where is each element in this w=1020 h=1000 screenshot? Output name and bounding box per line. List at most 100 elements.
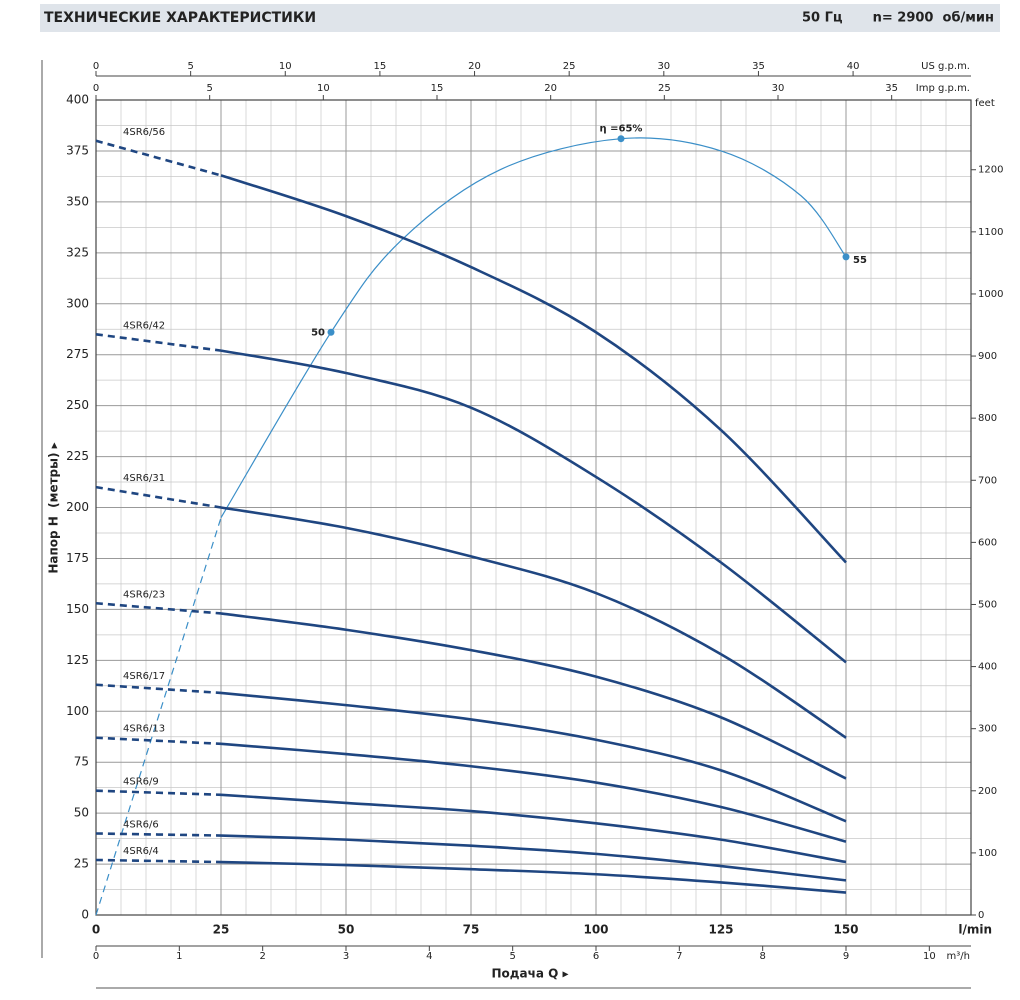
x-tick-label: 25 [213,923,230,937]
tick-label: 8 [759,951,765,962]
y-tick-label: 100 [66,704,89,718]
pump-curve [220,860,847,894]
series-label: 4SR6/42 [123,320,165,331]
efficiency-point [617,135,625,143]
tick-label: 9 [843,951,849,962]
y-axis-label: Напор H (метры) ▸ [47,442,61,573]
tick-label: 40 [847,61,860,72]
x-axis-label: Подача Q ▸ [492,967,569,981]
header-bar [40,4,1000,32]
pump-curve [220,612,847,780]
pump-curve-dashed [95,832,222,837]
tick-label: 15 [374,61,387,72]
x-tick-label: 0 [92,923,100,937]
y2-tick-label: 400 [978,662,997,673]
y-tick-label: 175 [66,551,89,565]
series-label: 4SR6/23 [123,589,165,600]
pump-curve-dashed [95,485,222,509]
tick-label: 0 [93,61,99,72]
tick-label: 30 [772,83,785,94]
pump-curve-dashed [95,736,222,746]
y-tick-label: 350 [66,194,89,208]
y2-tick-label: 600 [978,537,997,548]
tick-label: 35 [752,61,765,72]
tick-label: 0 [93,83,99,94]
efficiency-curve [220,137,847,518]
tick-label: 3 [343,951,349,962]
efficiency-label: 55 [853,255,867,266]
y2-tick-label: 1100 [978,227,1003,238]
efficiency-curve-dashed [95,517,222,916]
y-tick-label: 225 [66,449,89,463]
series-label: 4SR6/4 [123,846,159,857]
tick-label: 1 [176,951,182,962]
tick-label: 25 [658,83,671,94]
y2-tick-label: 0 [978,910,984,921]
x-tick-label: 150 [833,923,858,937]
tick-label: 20 [468,61,481,72]
y2-tick-label: 700 [978,475,997,486]
pump-curve [220,793,847,864]
series-label: 4SR6/31 [123,473,165,484]
pump-curve [220,506,847,739]
tick-label: 10 [279,61,292,72]
tick-label: 35 [885,83,898,94]
x-tick-label: 50 [338,923,355,937]
y-tick-label: 375 [66,143,89,157]
pump-curve-dashed [95,789,222,797]
x-tick-label: 125 [708,923,733,937]
tick-label: 4 [426,951,432,962]
pump-curve-dashed [95,333,222,352]
tick-label: 10 [923,951,936,962]
axis-unit: Imp g.p.m. [916,83,970,94]
y-tick-label: 0 [81,908,89,922]
x-unit: l/min [958,923,992,937]
y-tick-label: 50 [74,806,89,820]
y2-tick-label: 900 [978,351,997,362]
x-tick-label: 75 [463,923,480,937]
axis-unit: US g.p.m. [921,61,970,72]
y-tick-label: 325 [66,245,89,259]
pump-curve [220,174,847,564]
y-tick-label: 300 [66,296,89,310]
y2-tick-label: 200 [978,786,997,797]
pump-curve-dashed [95,858,222,864]
tick-label: 15 [431,83,444,94]
y-tick-label: 200 [66,500,89,514]
tick-label: 0 [93,951,99,962]
y2-tick-label: 300 [978,724,997,735]
pump-curve [220,742,847,843]
y-tick-label: 150 [66,602,89,616]
tick-label: 7 [676,951,682,962]
pump-curve [220,834,847,882]
tick-label: 5 [206,83,212,94]
y2-tick-label: 1200 [978,165,1003,176]
tick-label: 30 [657,61,670,72]
efficiency-point [842,253,850,261]
pump-curve-dashed [95,139,222,177]
y2-tick-label: 100 [978,848,997,859]
y-tick-label: 250 [66,398,89,412]
series-label: 4SR6/13 [123,724,165,735]
y-tick-label: 125 [66,653,89,667]
series-label: 4SR6/6 [123,820,159,831]
pump-curve-dashed [95,683,222,695]
y2-tick-label: 1000 [978,289,1003,300]
series-label: 4SR6/17 [123,671,165,682]
y2-axis-label: feet [975,98,995,109]
tick-label: 20 [544,83,557,94]
chart-title: ТЕХНИЧЕСКИЕ ХАРАКТЕРИСТИКИ [44,10,316,26]
y2-tick-label: 800 [978,413,997,424]
y-tick-label: 275 [66,347,89,361]
efficiency-label: η =65% [600,124,643,135]
pump-curve [220,691,847,823]
efficiency-point [327,328,335,336]
y-tick-label: 25 [74,857,89,871]
pump-curve-dashed [95,601,222,615]
y-tick-label: 400 [66,93,89,107]
frequency: 50 Гц [802,11,843,26]
efficiency-label: 50 [311,327,325,338]
tick-label: 5 [187,61,193,72]
y2-tick-label: 500 [978,599,997,610]
